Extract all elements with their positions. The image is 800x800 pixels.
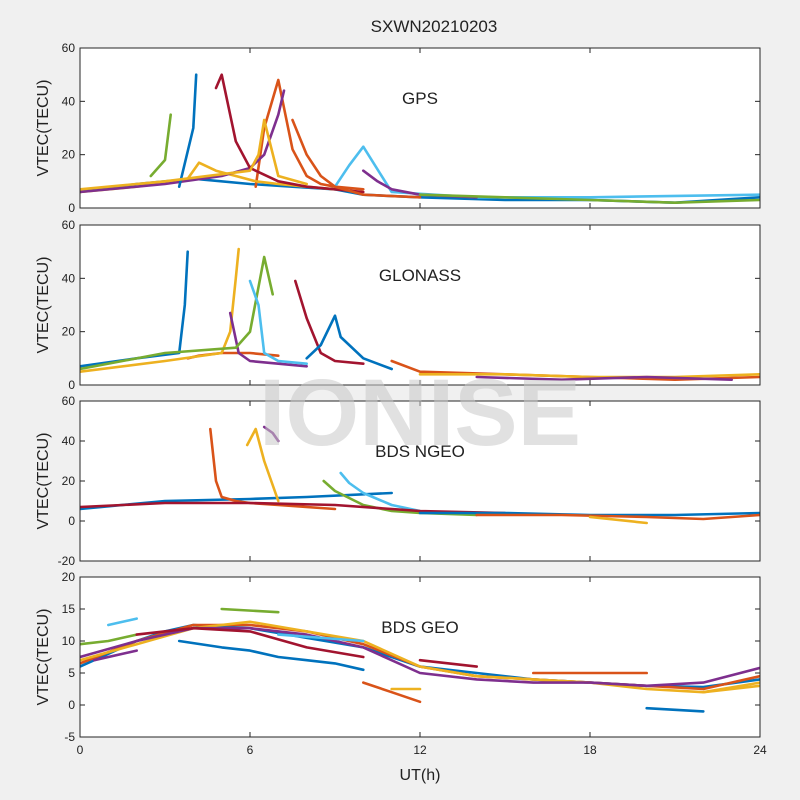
- y-axis-label: VTEC(TECU): [35, 257, 52, 354]
- y-tick-label: 40: [62, 94, 76, 108]
- y-tick-label: 10: [62, 634, 76, 648]
- series-line: [475, 513, 760, 521]
- series-line: [135, 626, 365, 659]
- series-line: [80, 501, 507, 515]
- series-line: [588, 515, 649, 525]
- series-line: [418, 658, 479, 668]
- y-tick-label: -20: [58, 554, 76, 568]
- y-axis-label: VTEC(TECU): [35, 80, 52, 177]
- series-line: [220, 607, 280, 614]
- x-tick-label: 18: [583, 743, 597, 757]
- y-tick-label: 20: [62, 148, 76, 162]
- y-tick-label: 0: [68, 698, 75, 712]
- series-line: [645, 706, 705, 713]
- series-line: [177, 639, 365, 672]
- series-line: [214, 73, 365, 194]
- y-tick-label: 20: [62, 474, 76, 488]
- plot-area: [80, 577, 760, 737]
- series-line: [262, 425, 280, 443]
- x-tick-label: 0: [77, 743, 84, 757]
- series-line: [361, 681, 422, 704]
- y-tick-label: 0: [68, 514, 75, 528]
- series-line: [80, 255, 275, 371]
- series-group: [80, 425, 760, 525]
- y-tick-label: -5: [64, 730, 75, 744]
- x-tick-label: 24: [753, 743, 767, 757]
- panel-title: GPS: [402, 89, 438, 108]
- series-line: [293, 279, 365, 366]
- series-line: [701, 681, 760, 694]
- series-line: [276, 633, 365, 643]
- series-line: [177, 73, 198, 188]
- y-tick-label: 15: [62, 602, 76, 616]
- subplot-2: 0 20 40 60 VTEC(TECU) GLONASS: [35, 218, 761, 392]
- series-line: [107, 617, 138, 627]
- y-tick-label: 60: [62, 218, 76, 232]
- series-group: [80, 607, 760, 713]
- subplot-1: 0 20 40 60 VTEC(TECU) GPS: [35, 41, 761, 215]
- plot-area: [80, 401, 760, 561]
- panel-title: GLONASS: [379, 266, 461, 285]
- series-line: [92, 649, 138, 662]
- y-tick-label: 20: [62, 325, 76, 339]
- y-tick-label: 60: [62, 41, 76, 55]
- series-line: [80, 633, 138, 646]
- figure-title: SXWN20210203: [371, 17, 498, 36]
- series-line: [245, 427, 280, 503]
- subplot-3: -20 0 20 40 60 VTEC(TECU) BDS NGEO: [35, 394, 761, 568]
- y-axis-label: VTEC(TECU): [35, 433, 52, 530]
- series-line: [418, 372, 760, 379]
- series-line: [149, 113, 172, 178]
- series-line: [80, 247, 240, 374]
- series-group: [80, 73, 760, 204]
- y-tick-label: 5: [68, 666, 75, 680]
- series-group: [80, 247, 760, 382]
- panel-title: BDS GEO: [381, 618, 458, 637]
- y-axis-label: VTEC(TECU): [35, 609, 52, 706]
- x-tick-label: 6: [247, 743, 254, 757]
- y-tick-label: 20: [62, 570, 76, 584]
- series-line: [228, 311, 309, 368]
- y-tick-label: 40: [62, 434, 76, 448]
- x-axis-label: UT(h): [400, 767, 441, 784]
- series-line: [305, 314, 394, 371]
- y-tick-label: 0: [68, 378, 75, 392]
- y-tick-label: 0: [68, 201, 75, 215]
- y-tick-label: 40: [62, 271, 76, 285]
- series-line: [291, 118, 422, 199]
- y-tick-label: 60: [62, 394, 76, 408]
- x-tick-label: 12: [413, 743, 427, 757]
- series-line: [248, 279, 309, 366]
- plot-area: [80, 48, 760, 208]
- series-line: [418, 193, 760, 204]
- series-line: [475, 375, 734, 382]
- series-line: [80, 118, 309, 191]
- panel-title: BDS NGEO: [375, 442, 465, 461]
- series-line: [209, 427, 337, 511]
- series-line: [333, 145, 760, 199]
- series-line: [339, 471, 422, 513]
- watermark: IONISE: [259, 360, 581, 466]
